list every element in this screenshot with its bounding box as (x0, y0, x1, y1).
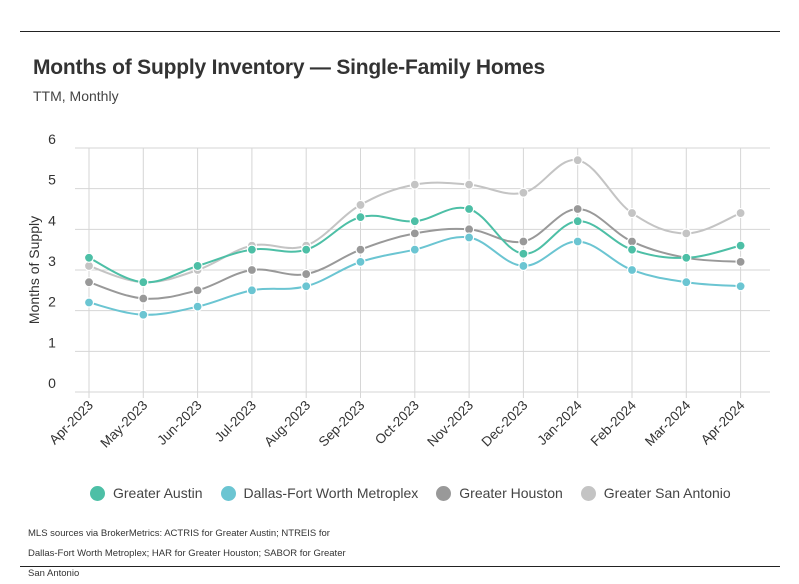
data-point (735, 240, 746, 251)
data-point (192, 301, 203, 312)
data-point (518, 260, 529, 272)
data-point (518, 187, 529, 198)
legend-swatch (90, 485, 105, 501)
data-point (409, 216, 420, 227)
data-point (355, 199, 366, 211)
legend-item-greater-san-antonio: Greater San Antonio (580, 485, 731, 501)
data-point (246, 264, 257, 276)
top-rule (20, 31, 780, 32)
legend-label: Dallas-Fort Worth Metroplex (243, 485, 419, 501)
legend-item-dallas-fort-worth-metroplex: Dallas-Fort Worth Metroplex (220, 485, 419, 501)
y-tick-label: 6 (48, 131, 56, 147)
data-point (355, 244, 366, 255)
data-point (355, 212, 366, 223)
data-point (192, 285, 203, 296)
x-tick-label: Jul-2023 (212, 398, 259, 445)
y-tick-label: 4 (48, 212, 56, 228)
chart-subtitle: TTM, Monthly (33, 88, 119, 104)
data-point (355, 256, 366, 267)
x-tick-label: Apr-2023 (46, 398, 96, 448)
data-point (83, 297, 95, 308)
y-tick-label: 2 (48, 294, 56, 310)
data-point (626, 244, 638, 255)
data-point (246, 244, 257, 255)
series-greater-austin (83, 203, 746, 288)
data-point (735, 207, 746, 219)
x-tick-label: Dec-2023 (479, 398, 531, 450)
x-tick-label: May-2023 (97, 398, 150, 451)
data-point (138, 277, 149, 288)
x-tick-label: Feb-2024 (588, 397, 640, 449)
y-tick-label: 0 (48, 375, 56, 391)
legend-label: Greater Austin (113, 485, 203, 501)
legend-item-greater-houston: Greater Houston (436, 485, 563, 501)
data-point (518, 236, 529, 247)
x-tick-labels: Apr-2023 May-2023 Jun-2023 Jul-2023 Aug-2023… (46, 397, 748, 450)
legend-swatch (436, 485, 452, 501)
data-point (83, 252, 95, 263)
y-tick-label: 3 (48, 253, 56, 269)
x-tick-label: Mar-2024 (642, 397, 694, 449)
data-point (301, 281, 312, 292)
legend-label: Greater San Antonio (603, 485, 731, 501)
data-point (192, 260, 203, 272)
data-point (464, 179, 475, 190)
y-tick-label: 5 (48, 172, 56, 188)
series-layer (83, 155, 746, 320)
x-tick-label: Sep-2023 (316, 398, 368, 450)
y-axis-label: Months of Supply (26, 216, 42, 324)
x-tick-label: Jan-2024 (534, 397, 585, 448)
data-point (681, 277, 692, 288)
series-dallas-fort-worth-metroplex (83, 232, 746, 320)
chart-title: Months of Supply Inventory — Single-Fami… (33, 56, 545, 79)
data-point (572, 216, 583, 227)
data-point (246, 285, 257, 296)
x-tick-label: Aug-2023 (261, 398, 313, 450)
legend-label: Greater Houston (459, 485, 563, 501)
data-point (409, 244, 420, 255)
source-note: MLS sources via BrokerMetrics: ACTRIS fo… (28, 528, 346, 579)
data-point (572, 155, 583, 166)
data-point (681, 228, 692, 239)
data-point (464, 232, 475, 243)
data-point (626, 207, 638, 219)
legend-item-greater-austin: Greater Austin (90, 485, 203, 501)
data-point (301, 244, 312, 255)
data-point (301, 268, 312, 280)
data-point (138, 293, 149, 304)
legend-swatch (580, 485, 596, 501)
data-point (572, 236, 583, 247)
data-point (681, 252, 692, 263)
data-point (409, 179, 420, 190)
data-point (626, 264, 638, 276)
x-tick-label: Apr-2024 (698, 397, 748, 447)
x-tick-label: Jun-2023 (154, 398, 204, 448)
grid-layer (75, 147, 770, 398)
data-point (572, 203, 583, 215)
data-point (409, 228, 420, 239)
x-tick-label: Nov-2023 (424, 398, 476, 450)
legend-swatch (220, 485, 236, 501)
data-point (518, 248, 529, 259)
data-point (464, 203, 475, 215)
x-tick-label: Oct-2023 (372, 398, 422, 448)
bottom-rule (20, 566, 780, 567)
data-point (83, 277, 95, 288)
legend: Greater Austin Dallas-Fort Worth Metrople… (90, 485, 731, 501)
y-tick-label: 1 (48, 334, 56, 350)
data-point (735, 281, 746, 292)
data-point (735, 256, 746, 267)
data-point (138, 309, 149, 320)
y-tick-labels: 0 1 2 3 4 5 6 (48, 131, 56, 391)
